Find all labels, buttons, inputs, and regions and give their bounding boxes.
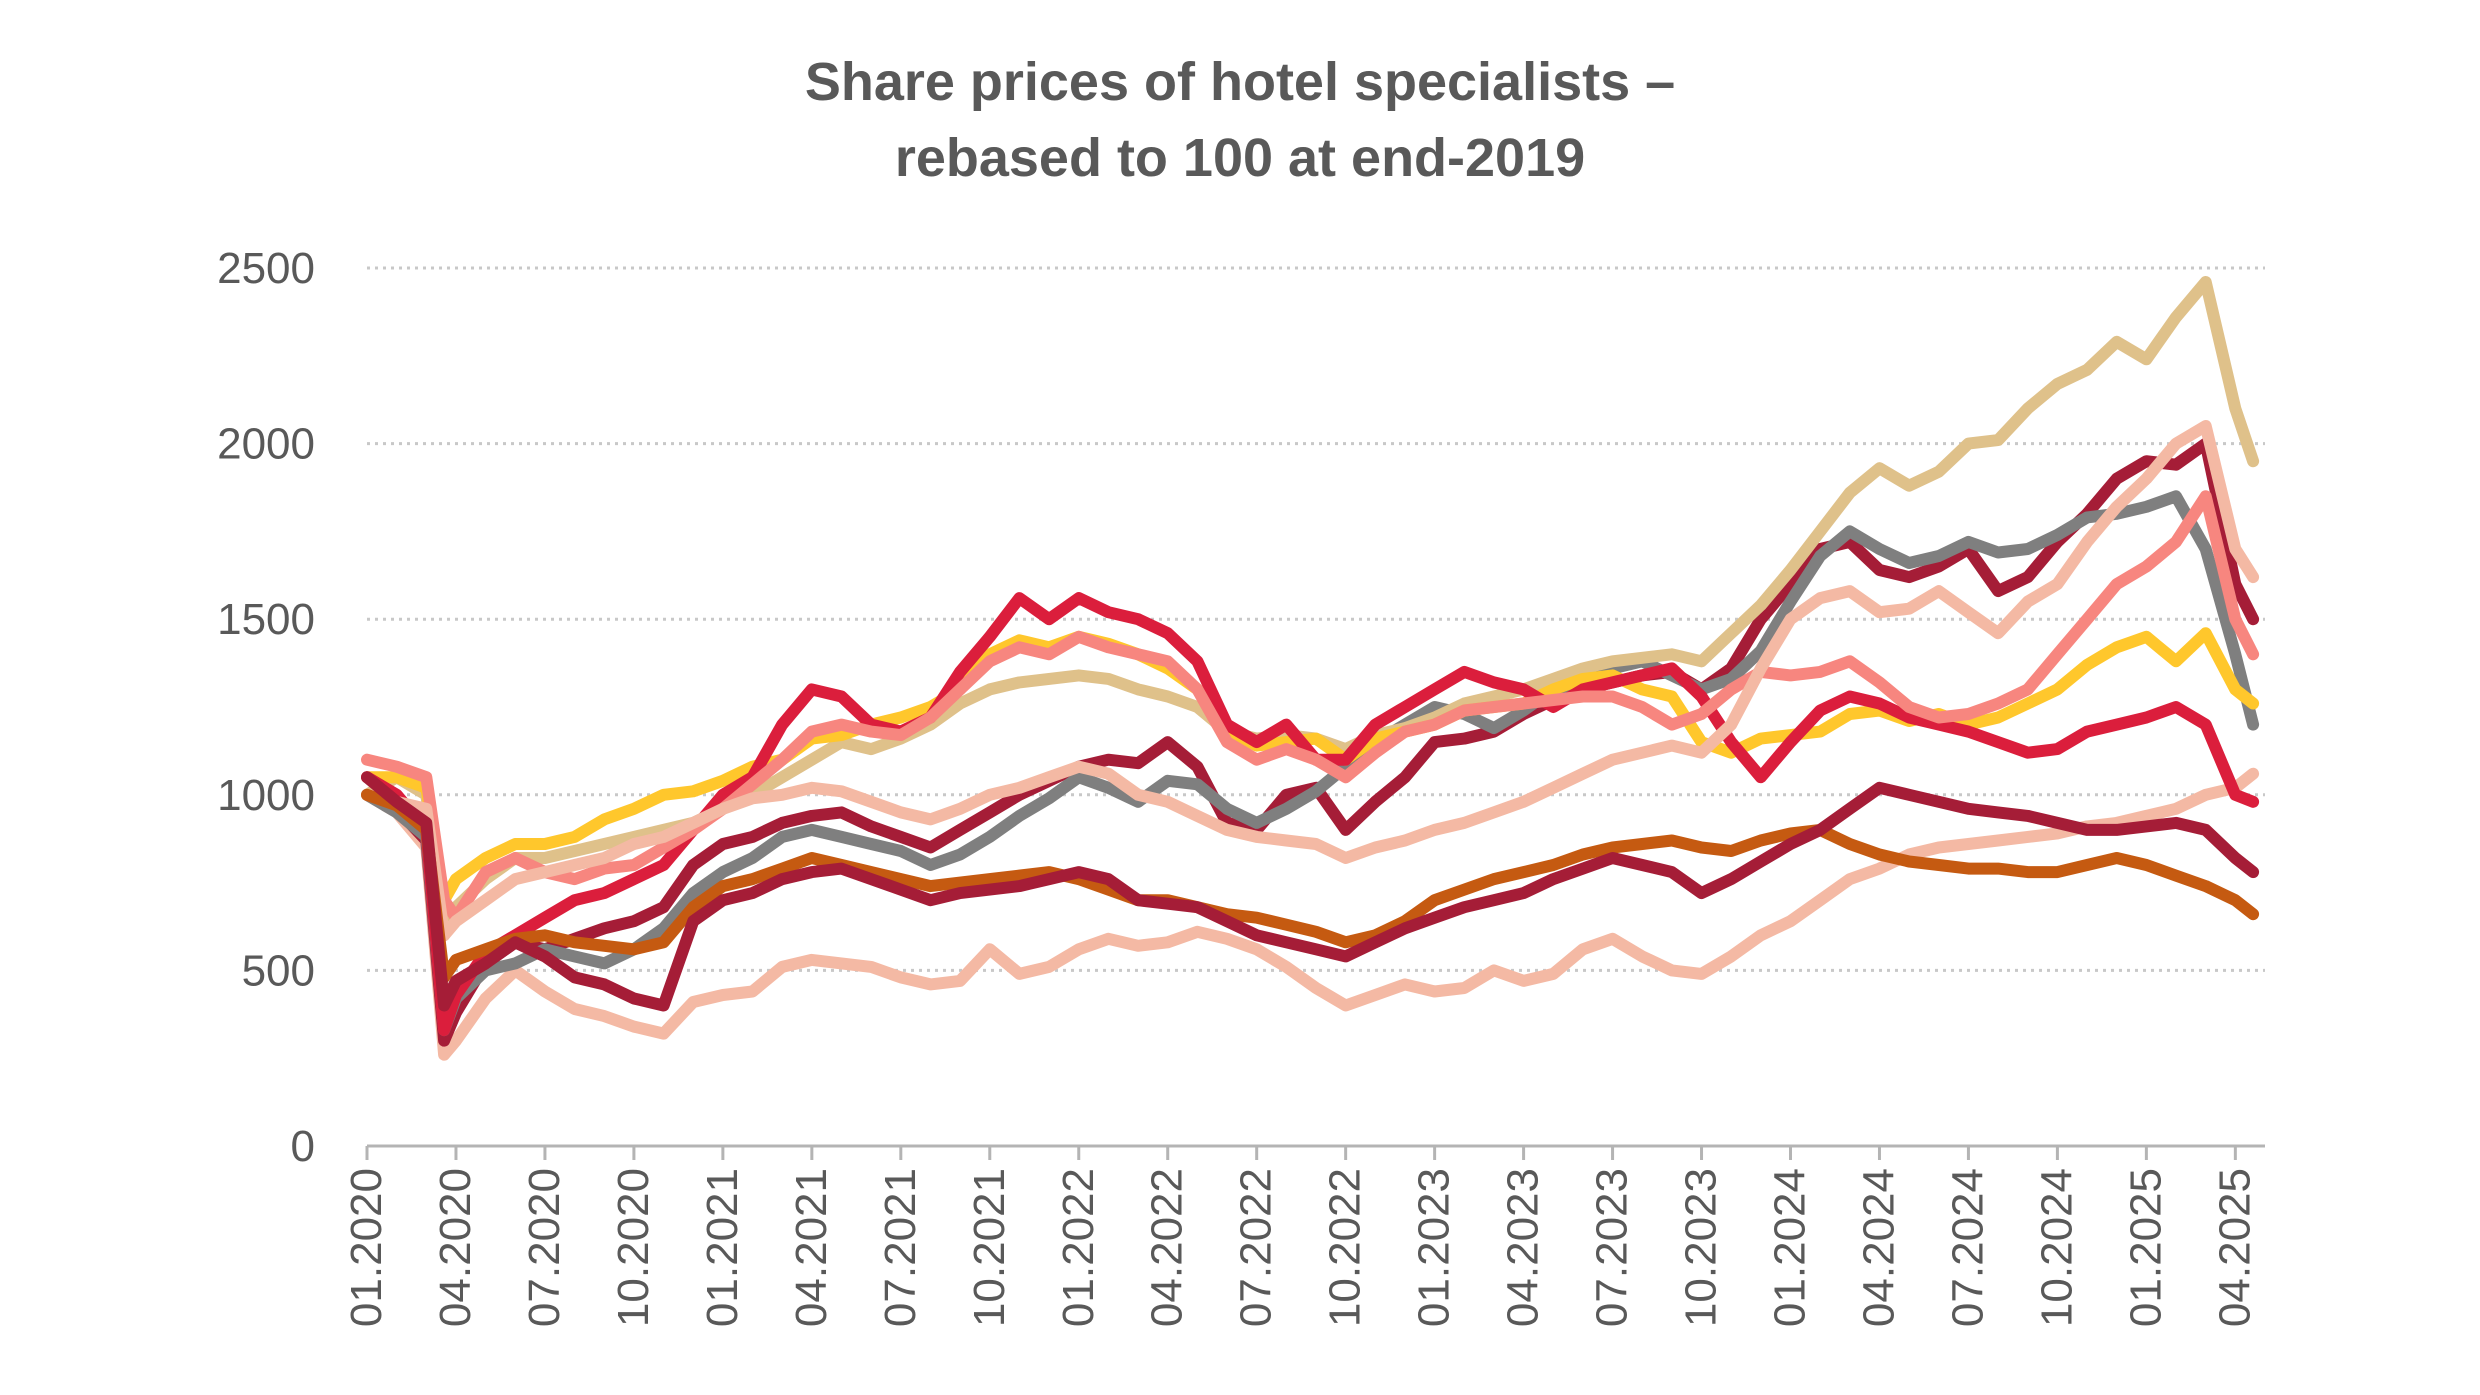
y-tick-label-1500: 1500 (217, 595, 315, 644)
x-tick-label-07.2021: 07.2021 (876, 1168, 925, 1327)
series-line-3 (361, 490, 2260, 1037)
x-tick-label-07.2024: 07.2024 (1943, 1168, 1992, 1327)
x-tick-label-04.2021: 04.2021 (787, 1168, 836, 1327)
x-tick-label-01.2023: 01.2023 (1410, 1168, 1459, 1327)
series-line-8 (361, 420, 2260, 942)
x-tick-label-04.2023: 04.2023 (1499, 1168, 1548, 1327)
x-tick-label-10.2022: 10.2022 (1321, 1168, 1370, 1327)
y-tick-label-2500: 2500 (217, 244, 315, 293)
x-tick-label-01.2025: 01.2025 (2121, 1168, 2170, 1327)
series-line-1 (361, 767, 2260, 1061)
x-tick-label-01.2020: 01.2020 (342, 1168, 391, 1327)
x-tick-label-10.2024: 10.2024 (2032, 1168, 2081, 1327)
x-tick-label-10.2020: 10.2020 (609, 1168, 658, 1327)
x-tick-label-01.2024: 01.2024 (1766, 1168, 1815, 1327)
x-tick-label-10.2023: 10.2023 (1677, 1168, 1726, 1327)
x-axis: 01.2020 04.2020 07.2020 10.2020 01.2021 04.20… (342, 1144, 2265, 1327)
x-tick-label-04.2025: 04.2025 (2210, 1168, 2259, 1327)
y-tick-label-0: 0 (291, 1122, 315, 1171)
x-tick-label-07.2023: 07.2023 (1588, 1168, 1637, 1327)
y-tick-label-1000: 1000 (217, 771, 315, 820)
series-line-9 (361, 788, 2260, 984)
x-tick-label-04.2020: 04.2020 (431, 1168, 480, 1327)
x-tick-label-01.2022: 01.2022 (1054, 1168, 1103, 1327)
chart-title-block: Share prices of hotel specialists – reba… (0, 44, 2480, 196)
series-line-10 (361, 771, 2260, 1012)
chart-subtitle: rebased to 100 at end-2019 (894, 128, 1586, 188)
chart-title: Share prices of hotel specialists – (804, 52, 1676, 112)
y-axis: 0 500 1000 1500 2000 2500 (217, 244, 315, 1171)
series-line-2 (361, 437, 2260, 1047)
y-tick-label-500: 500 (242, 946, 315, 995)
series-line-6 (361, 592, 2260, 1037)
x-tick-label-07.2022: 07.2022 (1232, 1168, 1281, 1327)
series-lines (361, 276, 2260, 1061)
y-tick-label-2000: 2000 (217, 420, 315, 469)
series-line-7 (361, 490, 2260, 924)
x-tick-label-04.2024: 04.2024 (1855, 1168, 1904, 1327)
x-tick-label-07.2020: 07.2020 (520, 1168, 569, 1327)
x-tick-label-01.2021: 01.2021 (698, 1168, 747, 1327)
x-tick-label-10.2021: 10.2021 (965, 1168, 1014, 1327)
x-tick-label-04.2022: 04.2022 (1143, 1168, 1192, 1327)
